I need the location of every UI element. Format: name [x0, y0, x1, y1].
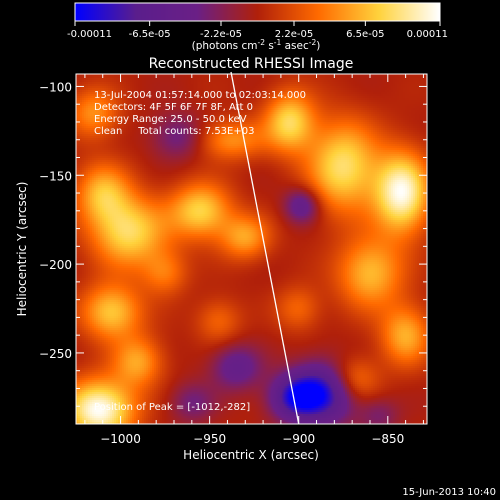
colorbar-tick-label: -2.2e-05	[200, 29, 242, 40]
colorbar-tick-label: 2.2e-05	[275, 29, 313, 40]
plot-frame	[75, 73, 428, 425]
colorbar-tick-label: -6.5e-05	[129, 29, 171, 40]
axis-ticks: −1000 −950 −900 −850 −100 −150 −200 −250	[39, 74, 427, 446]
x-tick-label: −1000	[100, 432, 141, 446]
colorbar-tick-label: -0.00011	[67, 29, 112, 40]
annotation-block: 13-Jul-2004 01:57:14.000 to 02:03:14.000…	[94, 90, 306, 137]
y-tick-label: −200	[39, 258, 72, 272]
peak-position-label: Position of Peak = [-1012,-282]	[94, 402, 250, 413]
annotation-energy-range: Energy Range: 25.0 - 50.0 keV	[94, 114, 247, 125]
y-axis-label: Heliocentric Y (arcsec)	[15, 182, 29, 317]
y-tick-label: −100	[39, 80, 72, 94]
colorbar-frame	[74, 2, 441, 22]
x-tick-label: −900	[282, 432, 315, 446]
footer-timestamp: 15-Jun-2013 10:40	[402, 487, 496, 498]
solar-limb-line	[230, 71, 300, 425]
colorbar-units: (photons cm-2 s-1 asec-2)	[192, 38, 321, 52]
annotation-detectors: Detectors: 4F 5F 6F 7F 8F, Att 0	[94, 102, 253, 113]
heatmap-image	[76, 74, 427, 424]
annotation-clean-counts: Clean Total counts: 7.53E+03	[94, 126, 254, 137]
x-tick-label: −850	[371, 432, 404, 446]
x-axis-label: Heliocentric X (arcsec)	[183, 448, 319, 462]
annotation-time-range: 13-Jul-2004 01:57:14.000 to 02:03:14.000	[94, 90, 306, 101]
colorbar-gradient	[75, 3, 440, 21]
y-tick-label: −250	[39, 347, 72, 361]
colorbar-ticks: -0.00011 -6.5e-05 -2.2e-05 2.2e-05 6.5e-05 0.…	[67, 21, 448, 40]
colorbar-tick-label: 0.00011	[407, 29, 448, 40]
colorbar-tick-label: 6.5e-05	[346, 29, 384, 40]
chart-title: Reconstructed RHESSI Image	[149, 56, 354, 72]
x-tick-label: −950	[193, 432, 226, 446]
y-tick-label: −150	[39, 169, 72, 183]
